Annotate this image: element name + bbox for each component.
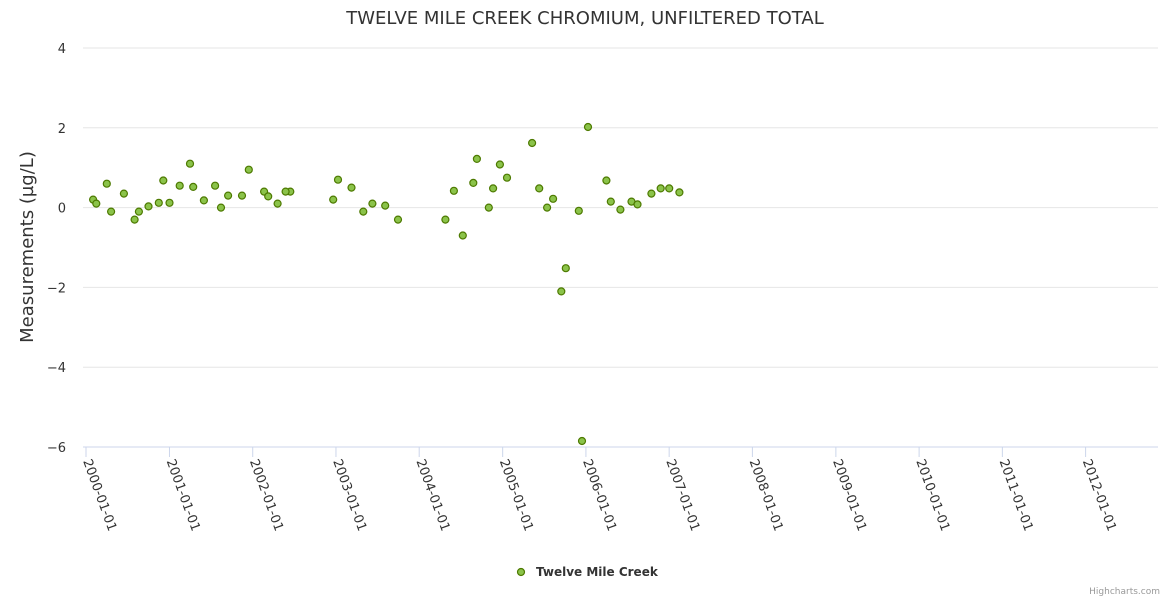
data-point[interactable]	[548, 194, 558, 203]
y-axis-ticks: 4 2 0 −2 −4 −6	[47, 42, 66, 456]
data-point[interactable]	[368, 199, 377, 208]
y-tick-label: 0	[58, 202, 66, 217]
x-tick-label: 2012-01-01	[1079, 457, 1119, 533]
data-point[interactable]	[237, 191, 247, 200]
y-tick-label: 2	[58, 122, 66, 137]
data-point[interactable]	[199, 196, 208, 205]
data-point[interactable]	[441, 215, 450, 224]
data-point[interactable]	[189, 182, 198, 191]
data-point[interactable]	[458, 231, 467, 240]
x-tick-label: 2007-01-01	[662, 457, 702, 533]
x-tick-label: 2002-01-01	[246, 457, 286, 533]
data-point[interactable]	[159, 176, 168, 185]
data-point[interactable]	[633, 200, 642, 209]
data-point[interactable]	[102, 179, 111, 188]
data-point[interactable]	[469, 178, 478, 187]
data-point[interactable]	[264, 192, 273, 201]
data-point[interactable]	[333, 175, 343, 184]
legend-label: Twelve Mile Creek	[536, 565, 659, 579]
data-point[interactable]	[165, 198, 174, 207]
data-point[interactable]	[134, 207, 143, 216]
x-tick-label: 2010-01-01	[912, 457, 952, 533]
data-point[interactable]	[656, 184, 665, 193]
data-point[interactable]	[281, 187, 290, 196]
data-point[interactable]	[535, 184, 544, 193]
data-point[interactable]	[449, 186, 458, 195]
data-points	[88, 122, 684, 446]
data-point[interactable]	[495, 160, 504, 169]
data-point[interactable]	[347, 183, 356, 192]
chart-title: TWELVE MILE CREEK CHROMIUM, UNFILTERED T…	[345, 8, 823, 29]
data-point[interactable]	[144, 202, 153, 211]
data-point[interactable]	[244, 165, 253, 174]
data-point[interactable]	[92, 199, 101, 208]
x-tick-label: 2009-01-01	[829, 457, 869, 533]
data-point[interactable]	[574, 206, 583, 215]
x-tick-label: 2005-01-01	[496, 457, 536, 533]
data-point[interactable]	[602, 176, 611, 185]
data-point[interactable]	[675, 188, 684, 197]
x-tick-label: 2000-01-01	[79, 457, 119, 533]
x-tick-label: 2001-01-01	[163, 457, 203, 533]
data-point[interactable]	[527, 138, 537, 148]
data-point[interactable]	[175, 181, 184, 190]
data-point[interactable]	[606, 197, 615, 206]
legend-marker	[516, 567, 526, 577]
y-tick-label: 4	[58, 42, 66, 57]
legend[interactable]: Twelve Mile Creek	[516, 565, 659, 579]
credits[interactable]: Highcharts.com	[1089, 587, 1160, 597]
data-point[interactable]	[484, 203, 493, 212]
data-point[interactable]	[489, 184, 498, 193]
data-point[interactable]	[273, 199, 282, 208]
data-point[interactable]	[665, 184, 674, 193]
data-point[interactable]	[557, 287, 566, 296]
grid-lines	[83, 47, 1158, 448]
data-point[interactable]	[502, 173, 512, 182]
x-tick-label: 2006-01-01	[579, 457, 619, 533]
data-point[interactable]	[329, 195, 338, 204]
y-axis-label: Measurements (µg/L)	[17, 151, 38, 343]
data-point[interactable]	[359, 207, 368, 216]
data-point[interactable]	[106, 207, 116, 216]
y-tick-label: −4	[47, 361, 66, 376]
data-point[interactable]	[381, 201, 390, 210]
data-point[interactable]	[542, 203, 552, 212]
data-point[interactable]	[211, 181, 220, 190]
data-point[interactable]	[472, 154, 481, 163]
x-tick-label: 2004-01-01	[412, 457, 452, 533]
data-point[interactable]	[577, 436, 587, 446]
data-point[interactable]	[130, 215, 139, 224]
data-point[interactable]	[185, 159, 195, 168]
y-tick-label: −6	[47, 441, 66, 456]
x-tick-label: 2011-01-01	[996, 457, 1036, 533]
data-point[interactable]	[216, 203, 226, 212]
data-point[interactable]	[393, 215, 403, 224]
y-tick-label: −2	[47, 281, 66, 296]
data-point[interactable]	[616, 205, 625, 214]
x-tick-label: 2008-01-01	[746, 457, 786, 533]
data-point[interactable]	[647, 189, 656, 198]
data-point[interactable]	[154, 198, 163, 207]
data-point[interactable]	[224, 191, 233, 200]
x-tick-label: 2003-01-01	[329, 457, 369, 533]
x-axis: 2000-01-01 2001-01-01 2002-01-01 2003-01-01…	[79, 446, 1158, 533]
data-point[interactable]	[561, 264, 570, 273]
data-point[interactable]	[119, 189, 129, 198]
data-point[interactable]	[583, 122, 593, 132]
